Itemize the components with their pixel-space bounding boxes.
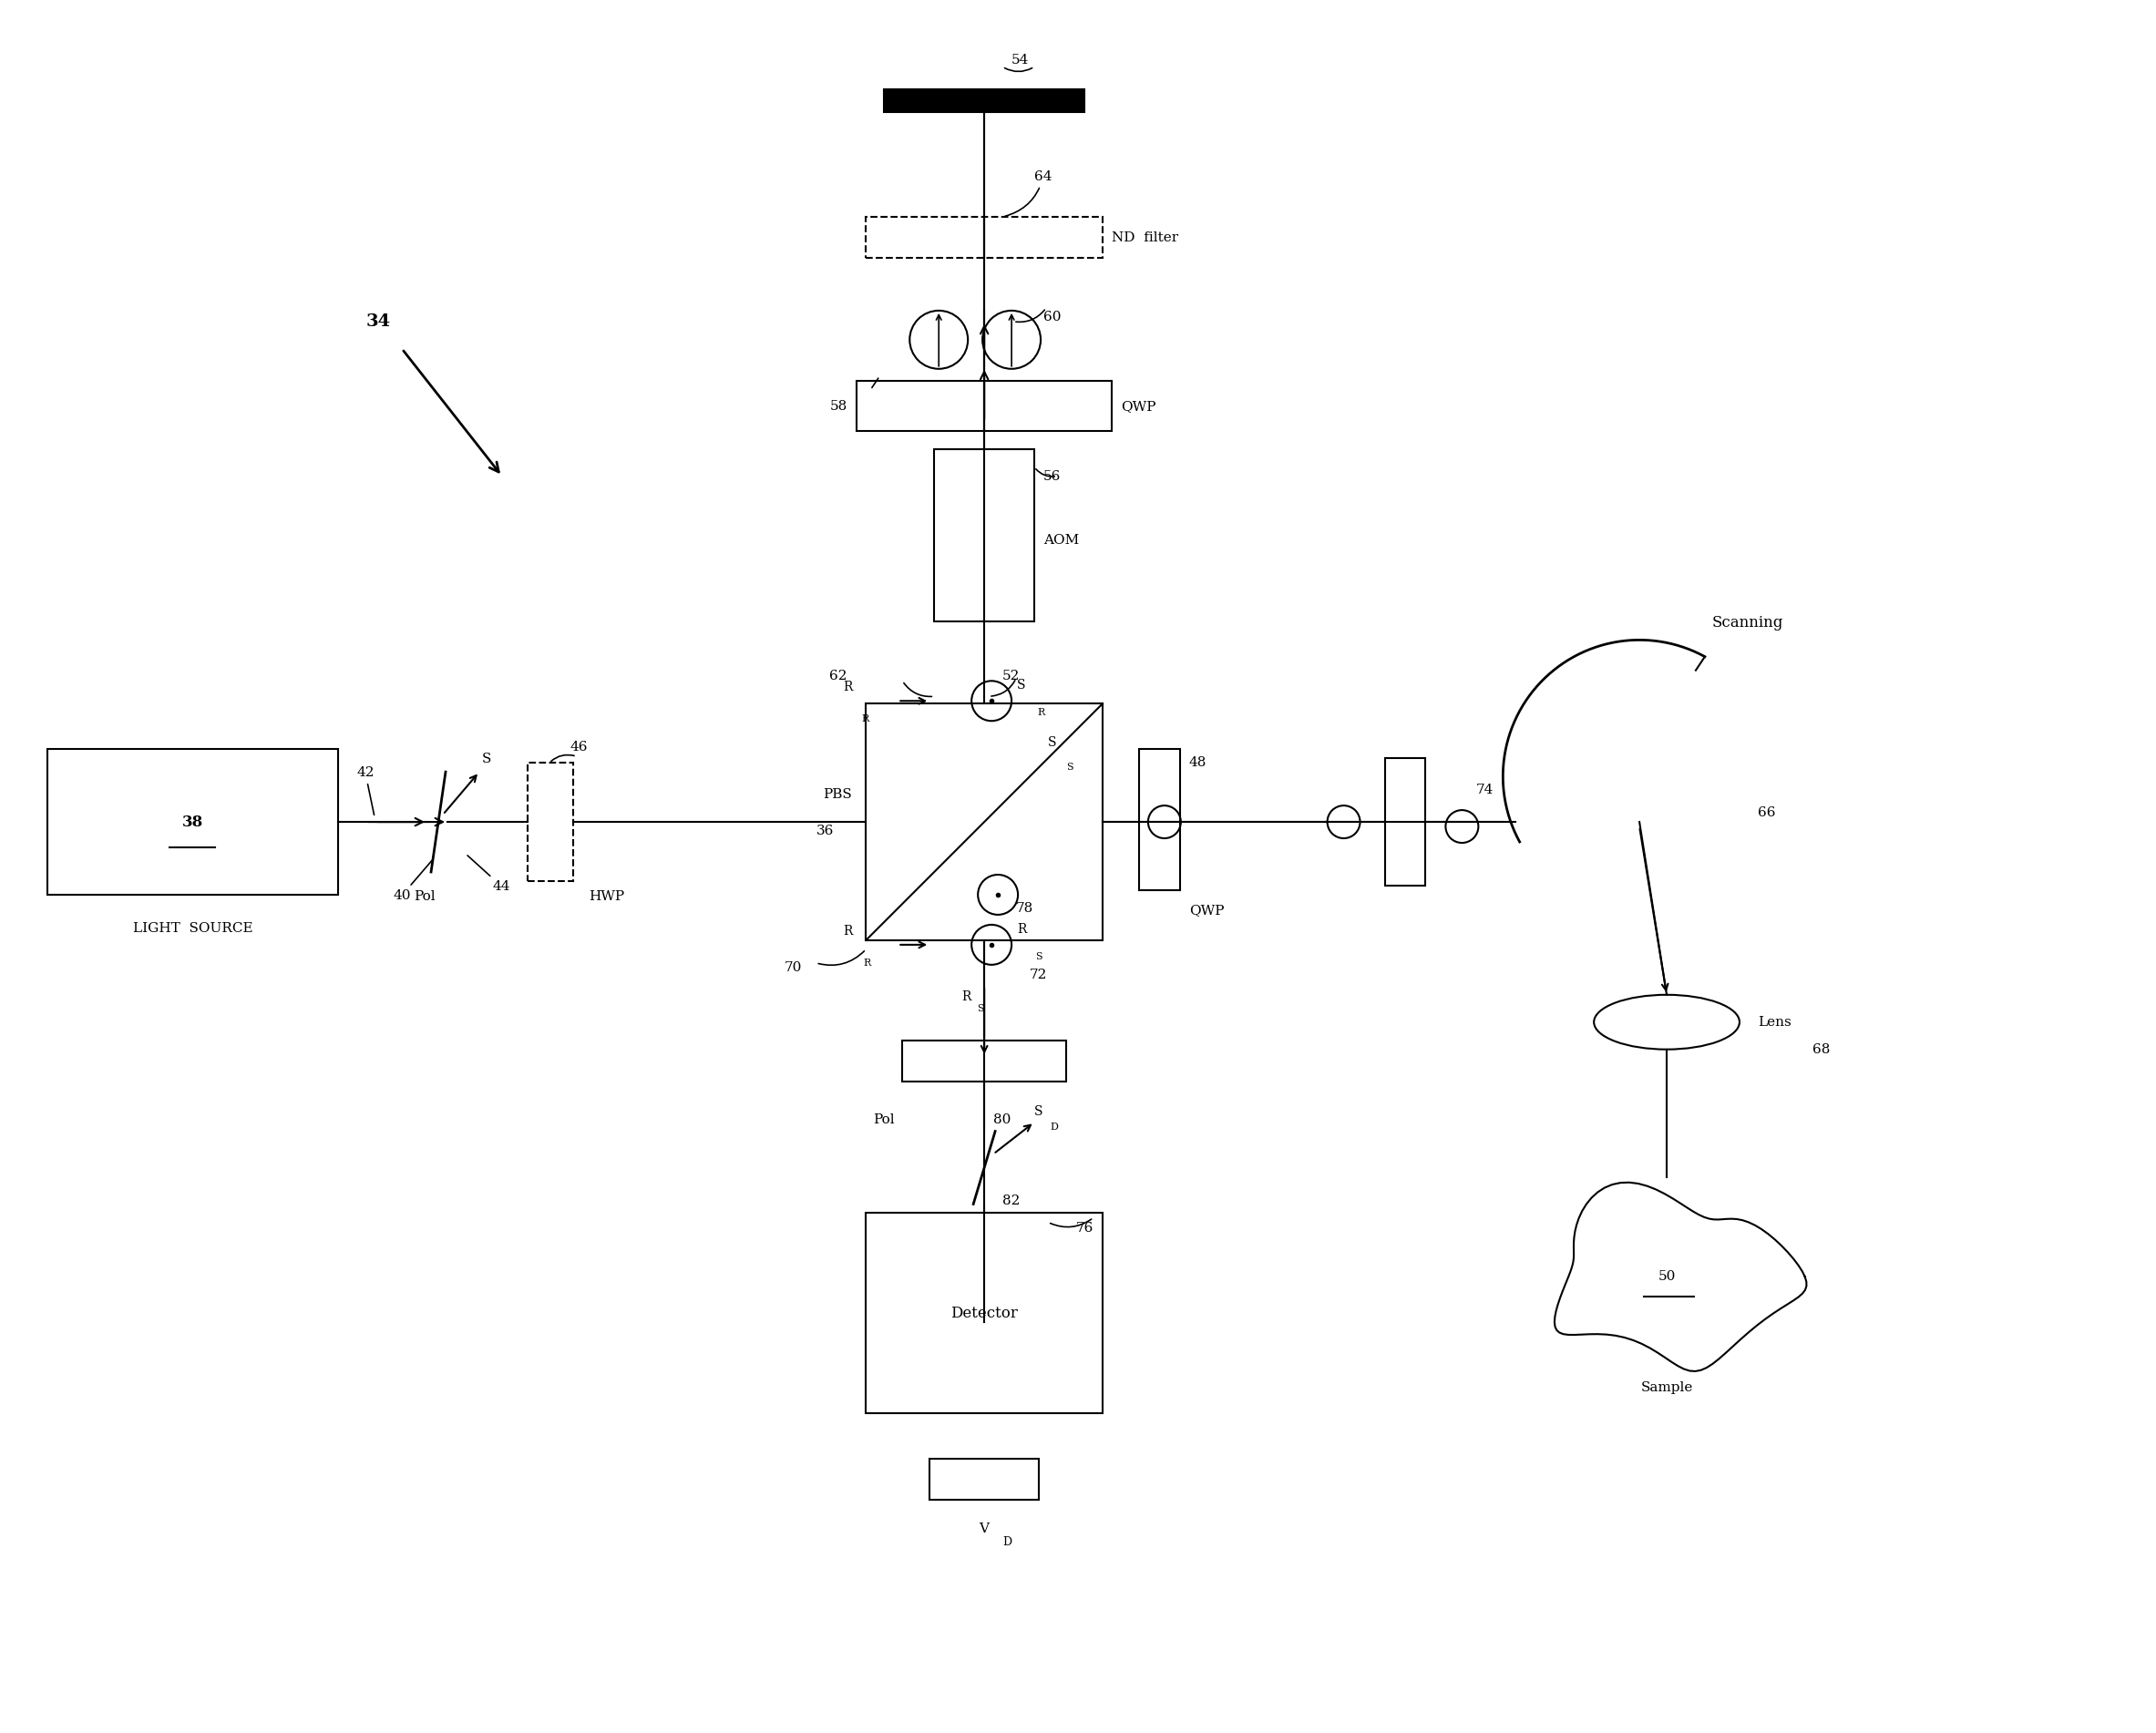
- Bar: [884, 90, 1084, 113]
- Text: QWP: QWP: [1188, 905, 1225, 917]
- Text: 68: 68: [1813, 1043, 1830, 1055]
- Bar: [929, 1459, 1039, 1499]
- Text: 80: 80: [994, 1113, 1011, 1126]
- Text: 46: 46: [571, 742, 589, 754]
- Text: R: R: [862, 958, 871, 967]
- Text: 78: 78: [1015, 901, 1033, 915]
- Text: 36: 36: [817, 825, 834, 837]
- Text: 48: 48: [1188, 756, 1207, 769]
- Text: Pol: Pol: [414, 891, 436, 903]
- Text: Scanning: Scanning: [1712, 615, 1783, 631]
- Bar: [528, 763, 573, 880]
- Bar: [47, 749, 338, 894]
- Text: D: D: [1003, 1535, 1011, 1548]
- Text: R: R: [1037, 709, 1044, 717]
- Text: 54: 54: [1011, 54, 1028, 68]
- Text: 42: 42: [356, 766, 375, 815]
- Text: 66: 66: [1757, 806, 1777, 820]
- Text: 62: 62: [830, 671, 847, 683]
- Text: 70: 70: [785, 962, 802, 974]
- Text: 40: 40: [392, 860, 431, 901]
- Text: R: R: [843, 925, 852, 938]
- Text: V: V: [979, 1523, 990, 1535]
- Bar: [867, 217, 1102, 258]
- Text: D: D: [1050, 1123, 1059, 1132]
- Text: S: S: [1035, 951, 1041, 962]
- Text: 60: 60: [1044, 310, 1061, 324]
- Bar: [1384, 759, 1425, 886]
- Text: Detector: Detector: [951, 1305, 1018, 1321]
- Text: 34: 34: [367, 314, 390, 329]
- Text: S: S: [1048, 737, 1056, 749]
- Text: QWP: QWP: [1121, 400, 1156, 412]
- Text: 76: 76: [1076, 1222, 1093, 1236]
- Text: S: S: [1035, 1106, 1044, 1118]
- Text: AOM: AOM: [1044, 534, 1080, 546]
- Text: Sample: Sample: [1641, 1381, 1692, 1395]
- Bar: [867, 704, 1102, 941]
- Text: S: S: [977, 1003, 983, 1014]
- Text: S: S: [1067, 763, 1074, 771]
- Text: HWP: HWP: [589, 891, 623, 903]
- Text: 56: 56: [1044, 470, 1061, 482]
- Text: Pol: Pol: [873, 1113, 895, 1126]
- Bar: [856, 381, 1112, 432]
- Text: 58: 58: [830, 400, 847, 412]
- Text: 82: 82: [1003, 1196, 1020, 1208]
- Text: 38: 38: [181, 815, 203, 830]
- Text: 50: 50: [1658, 1270, 1675, 1282]
- Text: R: R: [1018, 924, 1026, 936]
- Text: 64: 64: [1005, 170, 1052, 217]
- Bar: [1138, 749, 1179, 891]
- Text: PBS: PBS: [824, 789, 852, 801]
- Text: ND  filter: ND filter: [1112, 232, 1179, 244]
- Text: 52: 52: [1003, 671, 1020, 683]
- Text: 72: 72: [1031, 969, 1048, 981]
- Text: S: S: [1018, 679, 1026, 691]
- Text: LIGHT  SOURCE: LIGHT SOURCE: [134, 922, 252, 934]
- Bar: [934, 449, 1035, 622]
- Text: S: S: [483, 752, 492, 766]
- Bar: [903, 1040, 1067, 1081]
- Bar: [867, 1213, 1102, 1414]
- Text: 74: 74: [1475, 783, 1494, 797]
- Text: Lens: Lens: [1757, 1016, 1792, 1028]
- Text: 44: 44: [468, 856, 511, 892]
- Text: R: R: [862, 714, 869, 724]
- Text: R: R: [843, 681, 852, 693]
- Text: R: R: [962, 990, 970, 1003]
